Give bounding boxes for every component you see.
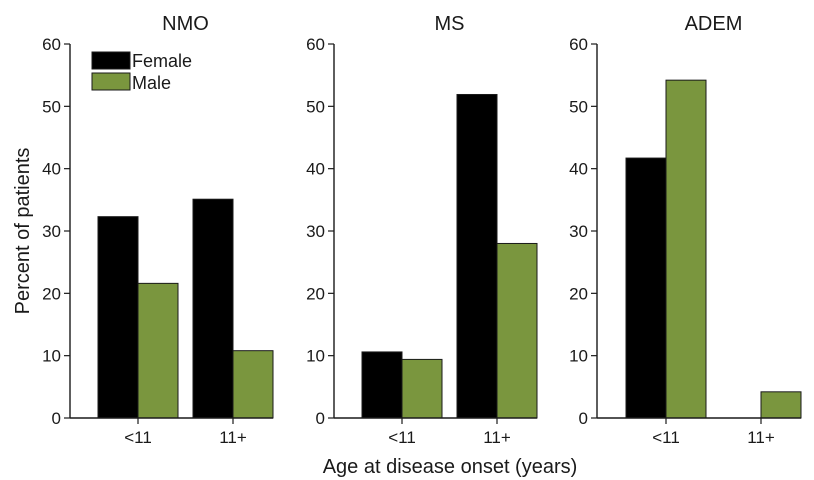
y-axis-title: Percent of patients (12, 148, 34, 315)
y-tick-label-adem-10: 10 (569, 347, 588, 366)
y-tick-label-adem-50: 50 (569, 97, 588, 116)
panel-title-nmo: NMO (162, 13, 209, 35)
y-tick-label-ms-60: 60 (306, 35, 325, 54)
y-tick-label-adem-40: 40 (569, 160, 588, 179)
y-tick-label-nmo-20: 20 (42, 284, 61, 303)
legend-swatch-female (91, 51, 131, 70)
x-tick-label-nmo-11plus: 11+ (219, 428, 247, 447)
panel-adem: ADEM 0 10 20 30 40 50 60 <11 11+ (569, 13, 802, 447)
legend-label-male: Male (132, 73, 171, 93)
y-tick-label-ms-50: 50 (306, 97, 325, 116)
x-tick-label-ms-lt11: <11 (388, 428, 416, 447)
panel-nmo: NMO 0 10 20 30 40 50 60 <11 11+ (42, 13, 274, 447)
y-tick-label-ms-40: 40 (306, 160, 325, 179)
y-tick-label-nmo-40: 40 (42, 160, 61, 179)
legend-swatch-male (91, 72, 131, 91)
legend-label-female: Female (132, 51, 192, 71)
y-tick-label-adem-0: 0 (579, 409, 588, 428)
bar-ms-female-lt11 (361, 351, 403, 419)
bar-ms-male-lt11 (401, 358, 443, 419)
x-tick-label-nmo-lt11: <11 (124, 428, 152, 447)
x-axis-title: Age at disease onset (years) (323, 456, 578, 478)
x-tick-label-adem-11plus: 11+ (747, 428, 775, 447)
panel-title-adem: ADEM (685, 13, 743, 35)
y-tick-label-ms-10: 10 (306, 347, 325, 366)
panel-ms: MS 0 10 20 30 40 50 60 <11 11+ (306, 13, 538, 447)
y-tick-label-adem-30: 30 (569, 222, 588, 241)
panel-title-ms: MS (435, 13, 465, 35)
legend: Female Male (91, 51, 192, 93)
y-tick-label-ms-20: 20 (306, 284, 325, 303)
bar-nmo-female-lt11 (97, 216, 139, 419)
y-tick-label-nmo-30: 30 (42, 222, 61, 241)
x-tick-label-adem-lt11: <11 (652, 428, 680, 447)
y-tick-label-nmo-60: 60 (42, 35, 61, 54)
y-tick-label-adem-60: 60 (569, 35, 588, 54)
bar-adem-female-lt11 (625, 157, 667, 419)
bar-adem-male-lt11 (665, 79, 707, 419)
bar-nmo-female-11plus (192, 198, 234, 419)
y-tick-label-ms-0: 0 (316, 409, 325, 428)
y-tick-label-nmo-10: 10 (42, 347, 61, 366)
bar-adem-male-11plus (760, 391, 802, 419)
x-tick-label-ms-11plus: 11+ (483, 428, 511, 447)
bar-ms-female-11plus (456, 93, 498, 419)
y-tick-label-nmo-0: 0 (52, 409, 61, 428)
y-tick-label-adem-20: 20 (569, 284, 588, 303)
bar-nmo-male-11plus (232, 350, 274, 419)
bar-ms-male-11plus (496, 242, 538, 419)
bar-nmo-male-lt11 (137, 282, 179, 419)
y-tick-label-nmo-50: 50 (42, 97, 61, 116)
y-tick-label-ms-30: 30 (306, 222, 325, 241)
